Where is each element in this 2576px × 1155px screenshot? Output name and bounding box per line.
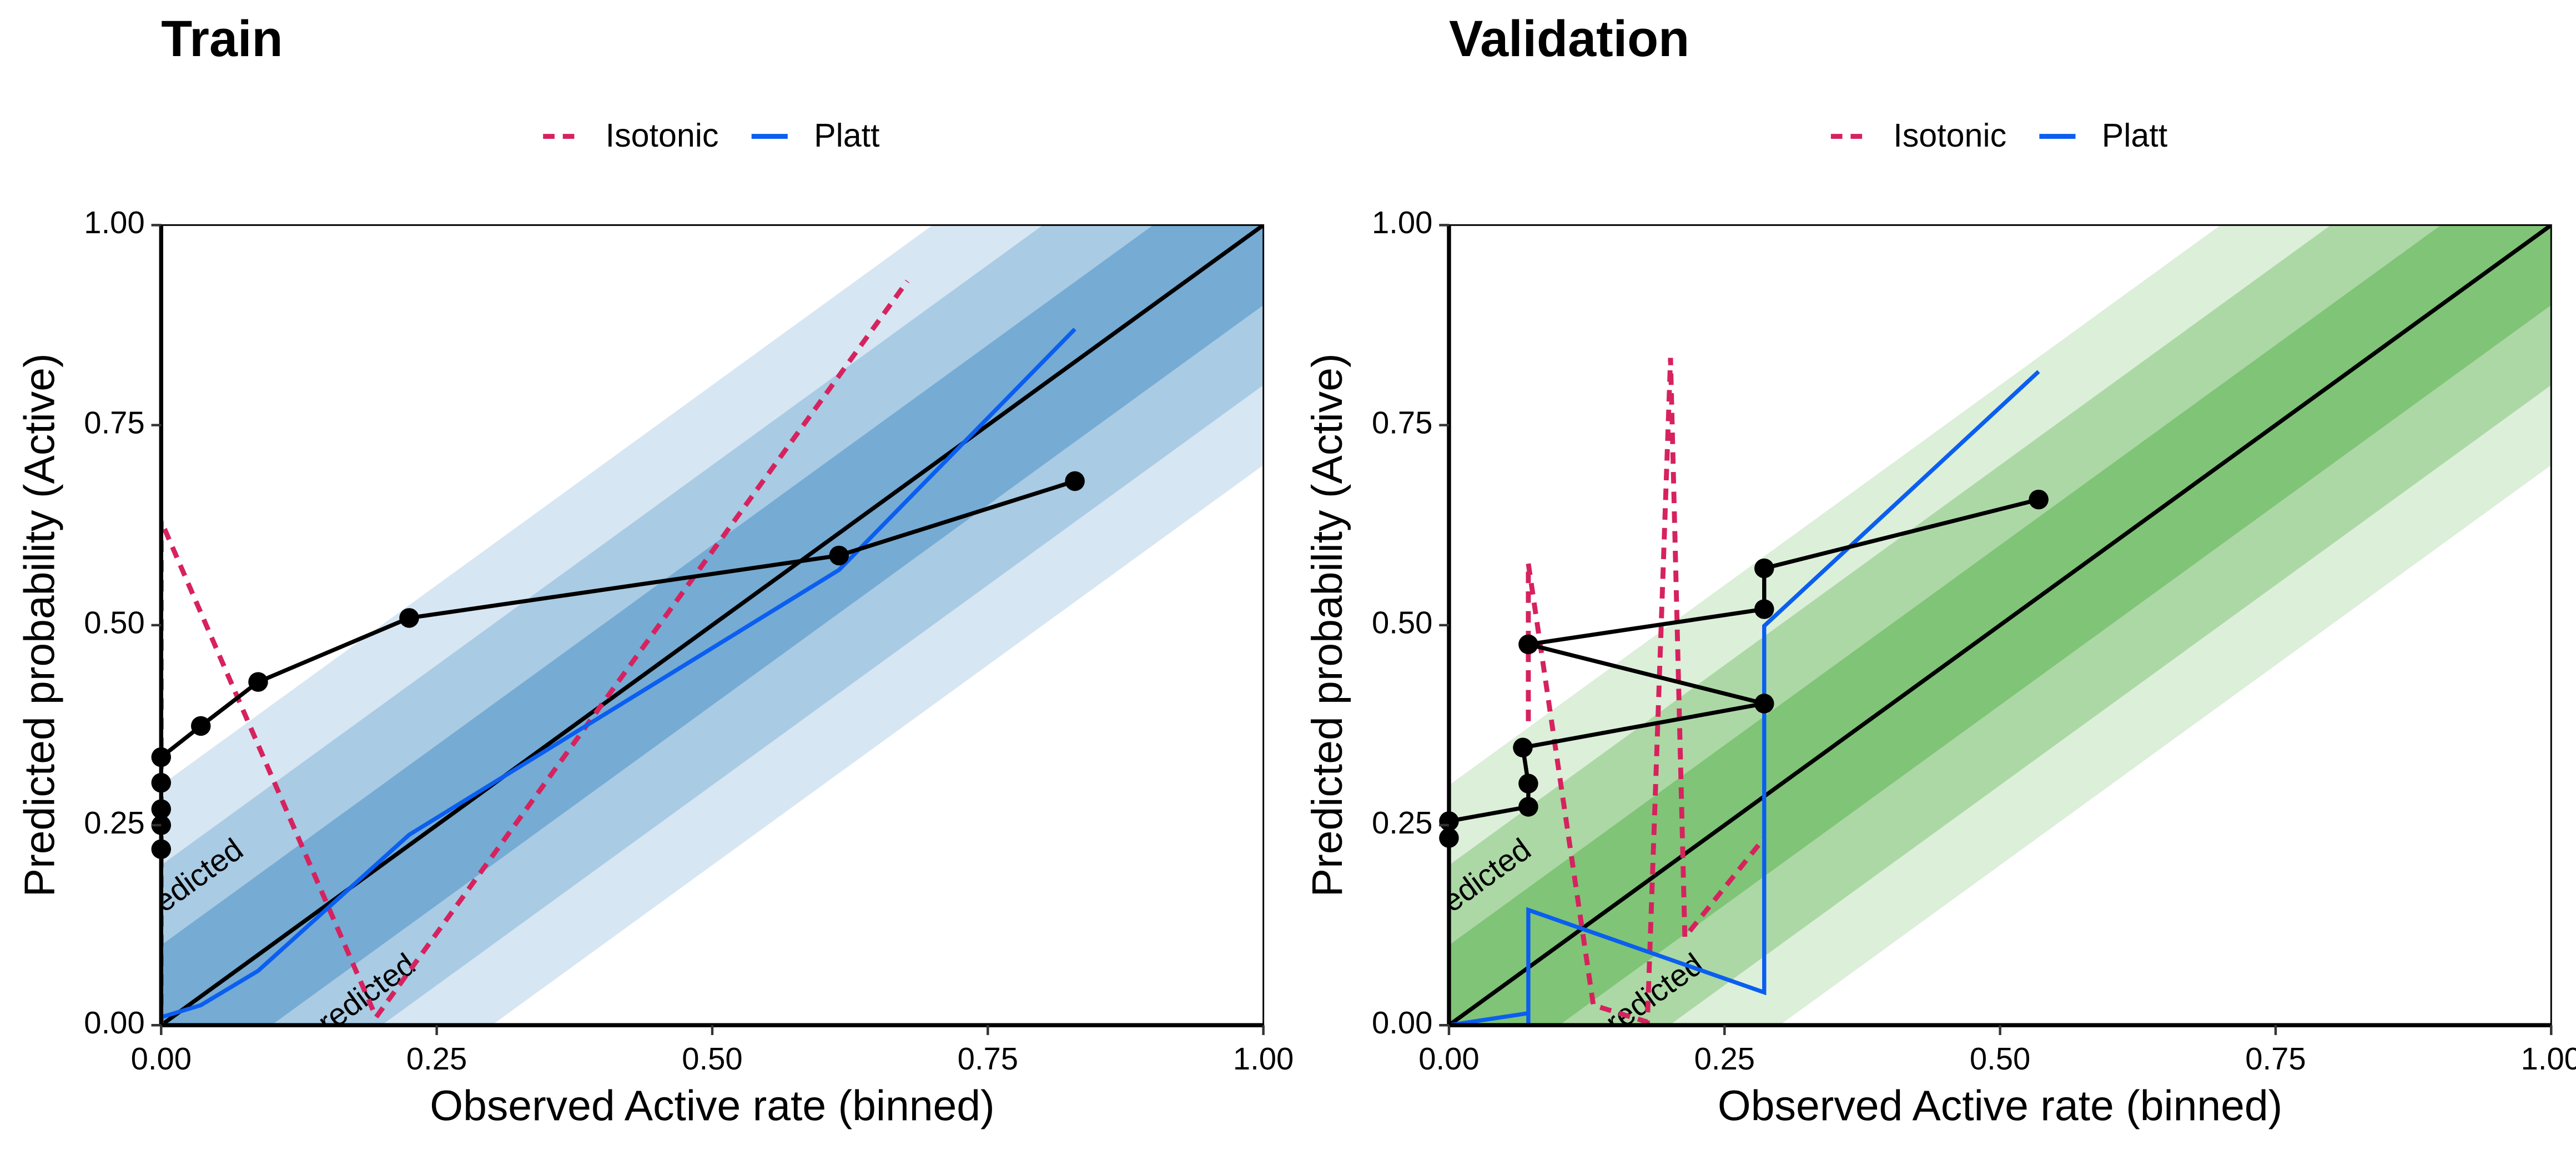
chart-title: Train [161, 11, 283, 67]
x-tick-label: 1.00 [2521, 1041, 2576, 1076]
series-line [1448, 497, 2039, 838]
point [1754, 694, 1774, 714]
x-tick-label: 0.50 [1970, 1041, 2030, 1076]
point [1754, 599, 1774, 619]
point [1065, 471, 1085, 491]
reference-line [161, 225, 1264, 1026]
reference-line [1448, 225, 2552, 1026]
legend-label: Platt [814, 117, 879, 154]
point [1518, 797, 1538, 817]
series-line [161, 328, 1076, 1020]
x-tick-label: 0.50 [682, 1041, 742, 1076]
x-tick-label: 0.00 [131, 1041, 192, 1076]
y-tick-label: 0.75 [1372, 405, 1432, 440]
point [2029, 489, 2049, 510]
x-tick-label: 0.25 [1694, 1041, 1755, 1076]
chart-title: Validation [1449, 11, 1689, 67]
legend: Isotonic Platt [543, 117, 879, 154]
y-tick-label: 1.00 [84, 205, 144, 240]
y-tick-label: 0.25 [1372, 805, 1432, 840]
y-tick-label: 0.50 [1372, 605, 1432, 640]
x-tick-label: 0.00 [1418, 1041, 1479, 1076]
series-line [161, 279, 909, 1026]
legend-label: Isotonic [606, 117, 719, 154]
legend-label: Platt [2102, 117, 2167, 154]
y-tick-label: 0.50 [84, 605, 144, 640]
y-axis-label: Predicted probability (Active) [16, 353, 64, 897]
point [1518, 774, 1538, 794]
point [1513, 737, 1533, 758]
y-tick-label: 0.25 [84, 805, 144, 840]
x-tick-label: 0.75 [2245, 1041, 2306, 1076]
x-axis-label: Observed Active rate (binned) [1718, 1082, 2282, 1129]
point [248, 672, 268, 692]
y-axis-label: Predicted probability (Active) [1304, 353, 1351, 897]
y-tick-label: 1.00 [1372, 205, 1432, 240]
point [829, 545, 849, 566]
x-tick-label: 0.25 [406, 1041, 467, 1076]
legend-label: Isotonic [1893, 117, 2006, 154]
point [1754, 558, 1774, 579]
x-axis-label: Observed Active rate (binned) [430, 1082, 994, 1129]
x-tick-label: 1.00 [1233, 1041, 1294, 1076]
y-tick-label: 0.00 [84, 1005, 144, 1040]
series-line [161, 479, 1076, 850]
x-tick-label: 0.75 [958, 1041, 1018, 1076]
legend: Isotonic Platt [1830, 117, 2167, 154]
series-line [1526, 358, 1767, 1026]
point [399, 608, 419, 628]
point [1518, 634, 1538, 655]
y-tick-label: 0.00 [1372, 1005, 1432, 1040]
y-tick-label: 0.75 [84, 405, 144, 440]
series-line [1448, 370, 2040, 1026]
point [191, 716, 211, 736]
